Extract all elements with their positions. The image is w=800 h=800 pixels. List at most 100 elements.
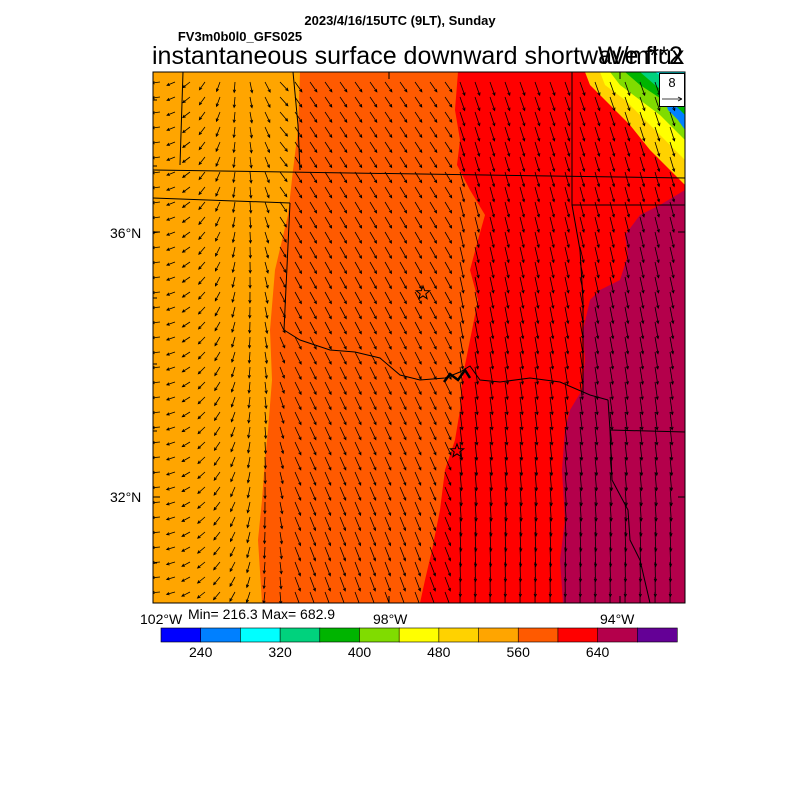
wind-vector [309,471,317,486]
wind-vector [294,471,302,486]
wind-vector [609,291,615,309]
wind-vector [339,216,348,229]
wind-vector [519,141,526,157]
reference-vector-box: 8 [659,73,685,107]
wind-vector [324,456,332,471]
wind-vector [414,441,422,456]
wind-vector [231,231,236,244]
wind-vector [213,516,221,526]
wind-vector [369,81,378,93]
wind-vector [564,306,570,325]
wind-vector [354,396,362,411]
wind-vector [214,381,221,392]
wind-vector [181,156,191,164]
wind-vector [231,351,236,363]
wind-vector [654,186,661,203]
wind-vector [339,426,347,441]
wind-vector [594,81,601,97]
wind-vector [324,246,332,259]
wind-vector [249,111,254,124]
wind-vector [609,591,611,603]
wind-vector [489,471,494,492]
wind-vector [444,246,452,259]
wind-vector [624,396,629,416]
wind-vector [609,96,616,112]
wind-vector [232,156,236,169]
wind-vector [654,426,659,446]
wind-vector [489,246,495,264]
wind-vector [534,171,541,188]
wind-vector [474,231,480,249]
wind-vector [232,126,236,139]
wind-vector [474,351,480,370]
wind-vector [324,531,332,547]
wind-vector [639,126,646,142]
wind-vector [669,351,675,370]
wind-vector [609,156,616,173]
wind-vector [294,246,302,259]
wind-vector [429,216,438,229]
wind-vector [414,396,422,411]
wind-vector [384,381,392,396]
wind-vector [444,321,452,335]
wind-vector [264,321,269,335]
wind-vector [264,216,270,229]
wind-vector [309,591,316,603]
wind-vector [474,411,479,431]
wind-vector [579,321,585,340]
wind-vector [294,351,302,365]
wind-vector [165,531,176,536]
wind-vector [166,156,176,161]
wind-vector [294,171,303,184]
wind-vector [399,111,408,123]
wind-vector [181,216,191,223]
wind-vector [354,471,362,486]
wind-vector [231,336,236,348]
wind-vector [165,336,176,341]
wind-vector [399,531,407,547]
wind-vector [248,306,252,319]
wind-vector [181,396,191,403]
wind-vector [198,216,206,226]
wind-vector [669,111,676,127]
wind-vector [166,321,176,326]
wind-vector [669,456,674,477]
wind-vector [624,381,629,401]
wind-vector [564,126,571,142]
wind-vector [624,441,629,462]
wind-vector [369,186,378,199]
wind-vector [624,141,631,157]
wind-vector [654,96,661,112]
wind-vector [459,231,465,249]
wind-vector [594,126,601,142]
wind-vector [414,366,422,381]
wind-vector [294,396,302,411]
wind-vector [354,486,362,502]
wind-vector [654,231,660,249]
wind-vector [214,351,221,362]
wind-vector [384,261,392,275]
wind-vector [246,501,251,514]
wind-vector [247,441,251,454]
wind-vector [414,141,423,154]
wind-vector [294,531,302,547]
colorbar-swatch [240,627,281,643]
wind-vector [369,531,377,547]
wind-vector [564,456,569,477]
wind-vector [248,246,252,259]
wind-vector [264,396,268,410]
wind-vector [197,351,206,360]
wind-vector [324,561,331,577]
wind-vector [369,231,377,244]
wind-vector [354,576,361,592]
wind-vector [354,246,362,259]
wind-vector [519,261,525,279]
wind-vector [247,426,251,439]
wind-vector [181,531,191,537]
wind-vector [534,471,539,492]
wind-vector [519,426,524,446]
wind-vector [354,306,362,320]
wind-vector [249,156,253,169]
wind-vector [324,126,333,139]
wind-vector [459,321,465,340]
